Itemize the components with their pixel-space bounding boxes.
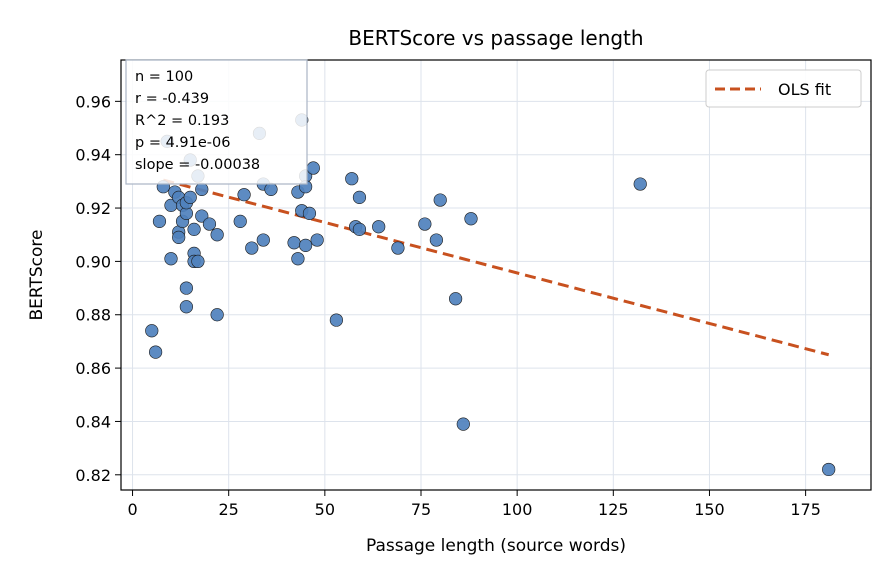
- legend: OLS fit: [705, 69, 862, 108]
- scatter-point: [264, 182, 278, 196]
- y-tick-label: 0.82: [75, 466, 111, 485]
- scatter-point: [172, 230, 186, 244]
- scatter-point: [210, 308, 224, 322]
- scatter-point: [145, 324, 159, 338]
- scatter-point: [352, 222, 367, 236]
- plot-frame: [120, 59, 872, 491]
- scatter-point: [237, 188, 251, 202]
- legend-label-ols-fit: OLS fit: [778, 80, 831, 99]
- scatter-point: [449, 292, 463, 306]
- stats-line: slope = -0.00038: [135, 157, 260, 173]
- scatter-point: [245, 241, 259, 255]
- x-tick-label: 175: [790, 500, 821, 519]
- grid: [121, 60, 871, 490]
- scatter-point: [822, 462, 836, 477]
- x-axis-label: Passage length (source words): [366, 536, 626, 556]
- scatter-point: [302, 206, 317, 220]
- scatter-point: [372, 220, 386, 234]
- scatter-point: [306, 161, 320, 175]
- scatter-point: [202, 217, 217, 231]
- y-tick-label: 0.84: [75, 412, 111, 431]
- scatter-point: [391, 241, 405, 255]
- scatter-point: [195, 182, 209, 196]
- scatter-point: [299, 238, 313, 252]
- scatter-point: [464, 212, 478, 226]
- fit-line-layer: [162, 178, 830, 357]
- chart-title: BERTScore vs passage length: [348, 26, 643, 50]
- scatter-point: [291, 252, 305, 266]
- scatter-point: [179, 300, 193, 314]
- scatter-point: [195, 209, 209, 223]
- ols-fit-line: [162, 178, 830, 357]
- stats-line: R^2 = 0.193: [135, 113, 229, 129]
- scatter-point: [287, 236, 301, 250]
- y-tick-label: 0.96: [75, 92, 111, 111]
- scatter-point: [633, 177, 647, 191]
- stats-line: p = 4.91e-06: [135, 135, 230, 151]
- scatter-point: [152, 214, 167, 228]
- scatter-point: [149, 345, 163, 359]
- scatter-point: [256, 233, 270, 247]
- scatter-point: [187, 222, 201, 236]
- scatter-point: [183, 190, 197, 204]
- scatter-point: [329, 313, 343, 327]
- axis-ticks: 0 25 50 75 100 125 150 175 0.82 0.84 0.86 0.88 0.90 0…: [75, 92, 821, 519]
- x-tick-label: 0: [127, 500, 137, 519]
- x-tick-label: 150: [694, 500, 725, 519]
- scatter-point: [179, 281, 193, 295]
- y-tick-label: 0.92: [75, 199, 111, 218]
- y-tick-label: 0.90: [75, 252, 111, 271]
- y-axis-label: BERTScore: [27, 230, 47, 321]
- x-tick-label: 100: [502, 500, 533, 519]
- scatter-point: [233, 214, 247, 228]
- scatter-point: [352, 190, 367, 204]
- scatter-point: [164, 252, 178, 266]
- scatter-point: [433, 193, 447, 207]
- x-tick-label: 50: [315, 500, 335, 519]
- y-tick-label: 0.86: [75, 359, 111, 378]
- scatter-point: [210, 228, 224, 242]
- stats-line: r = -0.439: [135, 91, 209, 107]
- scatter-point: [429, 233, 443, 247]
- scatter-point: [310, 233, 324, 247]
- x-tick-label: 25: [219, 500, 239, 519]
- y-tick-label: 0.94: [75, 146, 111, 165]
- stats-box-frame: [125, 59, 308, 185]
- y-tick-label: 0.88: [75, 306, 111, 325]
- x-tick-label: 75: [411, 500, 431, 519]
- stats-box: n = 100 r = -0.439 R^2 = 0.193 p = 4.91e…: [125, 59, 308, 185]
- stats-line: n = 100: [135, 69, 193, 85]
- scatter-point: [345, 172, 359, 186]
- scatter-point: [191, 254, 205, 268]
- scatter-point: [456, 417, 470, 431]
- legend-frame: [705, 69, 862, 108]
- x-tick-label: 125: [598, 500, 629, 519]
- scatter-point: [418, 217, 432, 231]
